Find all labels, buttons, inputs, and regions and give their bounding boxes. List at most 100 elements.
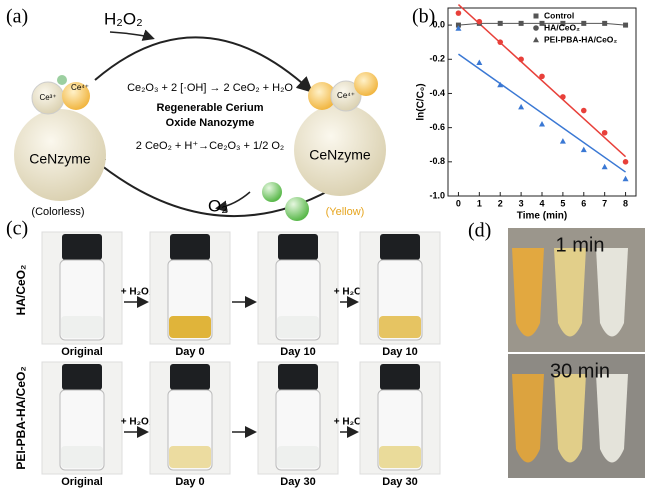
x-tick-label: 4 xyxy=(539,198,544,208)
ion xyxy=(57,75,67,85)
marker xyxy=(518,104,524,110)
marker xyxy=(581,21,586,26)
ion-label: Ce³⁺ xyxy=(39,93,56,102)
x-tick-label: 2 xyxy=(498,198,503,208)
ion-label: Ce⁴⁺ xyxy=(71,83,89,92)
time-label: 1 min xyxy=(556,234,605,256)
panel-label: (d) xyxy=(468,220,491,242)
marker xyxy=(539,121,545,127)
panel-label: (a) xyxy=(6,6,28,28)
diagram-title: Oxide Nanozyme xyxy=(166,117,255,129)
figure: (a) H₂O₂ Ce³⁺ Ce⁴⁺ CeNzyme (Colorless) C… xyxy=(0,0,648,495)
tube xyxy=(512,374,544,463)
legend-label: Control xyxy=(544,10,574,20)
equation: Ce₂O₃ + 2 [·OH] → 2 CeO₂ + H₂O xyxy=(127,82,293,94)
vial-cap xyxy=(62,364,102,390)
vial-liquid xyxy=(277,316,319,338)
time-label: 30 min xyxy=(550,360,610,382)
marker xyxy=(456,10,462,16)
arrow xyxy=(110,32,152,38)
vial-cap xyxy=(380,364,420,390)
vial-caption: Day 10 xyxy=(382,346,417,358)
y-tick-label: 0.0 xyxy=(432,19,445,29)
vial-caption: Day 10 xyxy=(280,346,315,358)
vial-caption: Day 30 xyxy=(382,476,417,488)
vial-cap xyxy=(170,234,210,260)
tube xyxy=(596,248,628,337)
marker xyxy=(477,19,483,25)
row-label: HA/CeO₂ xyxy=(14,265,28,316)
marker xyxy=(533,25,539,31)
vial-caption: Day 0 xyxy=(175,346,204,358)
y-tick-label: -1.0 xyxy=(429,190,445,200)
y-tick-label: -0.2 xyxy=(429,54,445,64)
x-tick-label: 5 xyxy=(560,198,565,208)
vial-cap xyxy=(380,234,420,260)
vial-caption: Day 0 xyxy=(175,476,204,488)
vial-liquid xyxy=(61,316,103,338)
marker xyxy=(476,59,482,64)
marker xyxy=(602,130,608,136)
vial-liquid xyxy=(169,316,211,338)
x-axis-label: Time (min) xyxy=(517,211,567,222)
tube xyxy=(596,374,628,463)
vial-cap xyxy=(278,364,318,390)
y-axis-label: ln(C/C₀) xyxy=(416,83,427,120)
x-tick-label: 8 xyxy=(623,198,628,208)
y-tick-label: -0.4 xyxy=(429,88,445,98)
marker xyxy=(581,147,587,153)
equation: 2 CeO₂ + H⁺→Ce₂O₃ + 1/2 O₂ xyxy=(136,140,284,152)
marker xyxy=(498,21,503,26)
marker xyxy=(533,37,539,43)
row-label: PEI-PBA-HA/CeO₂ xyxy=(14,366,28,469)
marker xyxy=(560,94,566,100)
marker xyxy=(623,176,629,182)
diagram-title: Regenerable Cerium xyxy=(157,102,264,114)
marker xyxy=(602,21,607,26)
vial-liquid xyxy=(169,446,211,468)
vial-cap xyxy=(62,234,102,260)
marker xyxy=(581,108,587,114)
ion-label: Ce⁴⁺ xyxy=(337,91,355,100)
marker xyxy=(623,159,629,165)
sphere-label: CeNzyme xyxy=(309,147,371,163)
vial-liquid xyxy=(61,446,103,468)
vial-caption: Original xyxy=(61,346,103,358)
oxygen-bubble xyxy=(262,182,282,202)
marker xyxy=(560,138,566,144)
state-label: (Yellow) xyxy=(326,206,365,218)
marker xyxy=(539,74,545,80)
vial-liquid xyxy=(379,316,421,338)
vial-caption: Original xyxy=(61,476,103,488)
ion xyxy=(354,72,378,96)
vial-cap xyxy=(278,234,318,260)
tube-photos: 1 min 30 min xyxy=(508,228,645,478)
vial-cap xyxy=(170,364,210,390)
marker xyxy=(623,23,628,28)
oxygen-bubble xyxy=(285,197,309,221)
vial-liquid xyxy=(379,446,421,468)
reagent: H₂O₂ xyxy=(104,9,143,28)
x-tick-label: 1 xyxy=(477,198,482,208)
x-tick-label: 6 xyxy=(581,198,586,208)
y-tick-label: -0.6 xyxy=(429,122,445,132)
vial-liquid xyxy=(277,446,319,468)
marker xyxy=(602,164,608,170)
marker xyxy=(534,14,539,19)
x-tick-label: 3 xyxy=(519,198,524,208)
tube xyxy=(512,248,544,337)
sphere-label: CeNzyme xyxy=(29,151,91,167)
tube xyxy=(554,248,586,337)
marker xyxy=(497,39,503,45)
fit-line xyxy=(458,5,625,157)
reagent-label: + H₂O₂ xyxy=(121,417,154,428)
legend-label: PEI-PBA-HA/CeO₂ xyxy=(544,34,617,44)
x-tick-label: 7 xyxy=(602,198,607,208)
reagent-label: + H₂O₂ xyxy=(121,287,154,298)
panel-label: (c) xyxy=(6,218,28,240)
marker xyxy=(518,56,524,62)
state-label: (Colorless) xyxy=(31,206,84,218)
vial-photos: Original + H₂O₂ Day 0 Day 10 + H₂O₂ Day 10 Ori… xyxy=(42,232,440,488)
y-tick-label: -0.8 xyxy=(429,156,445,166)
